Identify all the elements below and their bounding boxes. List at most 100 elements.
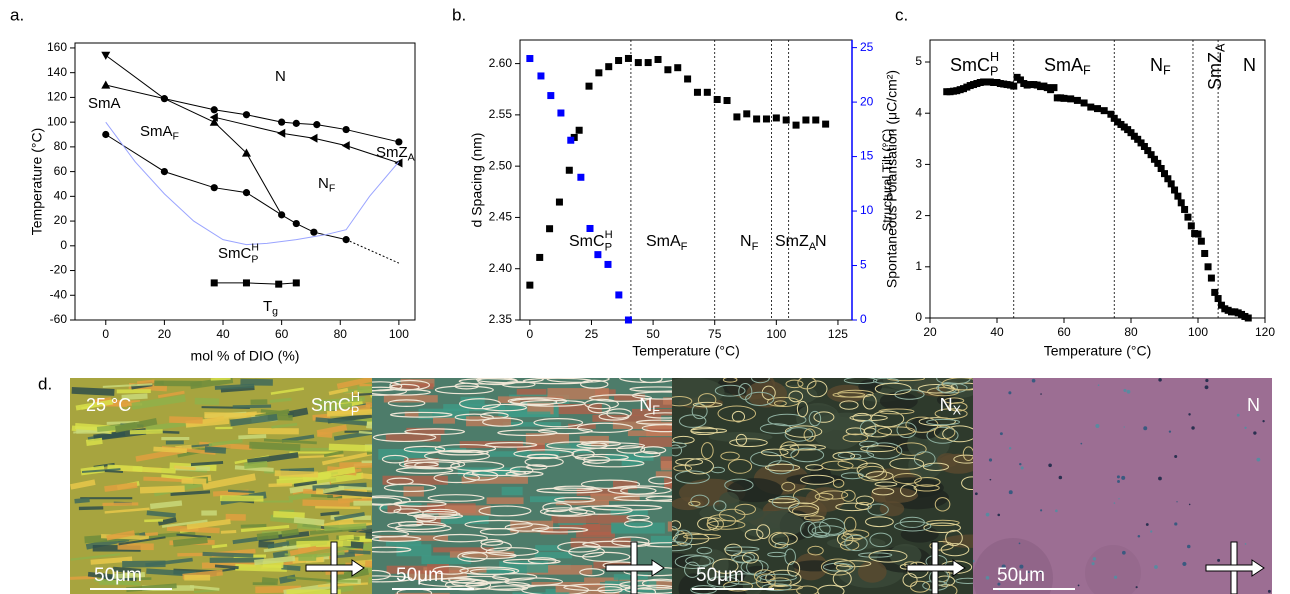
marker	[1201, 249, 1209, 257]
texture	[554, 497, 596, 503]
texture	[433, 547, 494, 553]
texture	[202, 473, 256, 490]
texture	[220, 530, 237, 534]
texture	[395, 466, 454, 474]
texture	[1236, 413, 1240, 417]
texture	[638, 437, 672, 447]
texture	[771, 532, 798, 546]
texture	[358, 392, 372, 396]
scale-bar-label: 50μm	[997, 565, 1045, 586]
marker	[1164, 175, 1172, 183]
texture	[788, 390, 804, 403]
texture	[488, 585, 529, 591]
texture	[281, 528, 300, 538]
micrograph	[372, 378, 672, 594]
marker	[664, 66, 672, 74]
texture	[288, 492, 314, 501]
texture	[281, 564, 301, 571]
label-base: SmC	[218, 245, 252, 262]
texture	[478, 505, 532, 517]
texture	[827, 384, 867, 403]
label-base: N	[815, 233, 827, 250]
x-tick-label: 100	[1188, 325, 1208, 339]
series-line	[345, 239, 400, 264]
texture	[434, 385, 494, 395]
texture	[537, 427, 593, 435]
marker	[547, 92, 555, 100]
marker	[278, 211, 286, 219]
texture	[685, 555, 715, 567]
texture	[334, 511, 365, 521]
texture	[626, 514, 650, 521]
y-tick-label: 2.40	[489, 261, 513, 275]
texture	[913, 484, 940, 492]
texture	[737, 510, 805, 539]
marker	[1217, 301, 1225, 309]
marker	[703, 88, 711, 96]
marker	[278, 118, 286, 126]
texture	[247, 427, 299, 435]
texture	[413, 513, 464, 519]
texture	[104, 469, 123, 474]
texture	[714, 384, 746, 397]
texture	[512, 592, 570, 594]
texture	[296, 540, 351, 548]
texture	[139, 485, 185, 494]
marker	[557, 109, 565, 117]
marker	[537, 72, 545, 80]
texture	[539, 507, 588, 517]
texture	[131, 394, 186, 410]
texture	[274, 470, 319, 478]
texture	[784, 425, 823, 438]
texture	[765, 569, 802, 587]
texture	[315, 417, 367, 426]
texture	[104, 482, 138, 492]
texture	[533, 418, 584, 428]
texture	[582, 459, 645, 468]
label-base: SmA	[646, 233, 681, 250]
texture	[999, 432, 1003, 436]
y-tick-label: 60	[54, 164, 68, 178]
texture	[1123, 388, 1127, 392]
texture	[583, 524, 612, 536]
y2-tick-label: 15	[860, 149, 874, 163]
texture	[1118, 498, 1120, 500]
phase-label: SmAF	[1044, 55, 1091, 78]
texture	[256, 531, 279, 541]
texture	[326, 408, 372, 417]
texture	[701, 442, 714, 460]
texture	[433, 417, 455, 424]
texture	[780, 444, 817, 451]
texture	[385, 434, 441, 442]
label-sub: F	[1163, 64, 1171, 78]
texture	[406, 510, 461, 518]
y-axis-label: d Spacing (nm)	[469, 133, 485, 228]
marker	[674, 64, 682, 72]
texture	[1262, 420, 1265, 423]
texture	[581, 551, 631, 562]
texture	[225, 513, 246, 521]
texture	[313, 396, 365, 406]
texture	[204, 412, 256, 420]
texture	[962, 446, 973, 462]
texture	[432, 565, 469, 575]
marker	[1127, 129, 1135, 137]
texture	[1039, 570, 1043, 574]
marker	[586, 224, 594, 232]
texture	[531, 527, 589, 533]
texture	[214, 564, 239, 570]
marker	[762, 115, 770, 123]
texture	[534, 552, 573, 559]
texture	[974, 492, 978, 496]
texture	[509, 398, 558, 406]
y-tick-label: 20	[54, 213, 68, 227]
x-tick-label: 120	[1255, 325, 1275, 339]
texture	[648, 580, 672, 589]
polarizer-cross	[305, 559, 365, 577]
marker	[242, 189, 251, 197]
texture	[85, 437, 103, 447]
marker	[292, 279, 300, 287]
texture	[760, 448, 789, 457]
texture	[209, 557, 264, 564]
marker	[1050, 84, 1058, 92]
